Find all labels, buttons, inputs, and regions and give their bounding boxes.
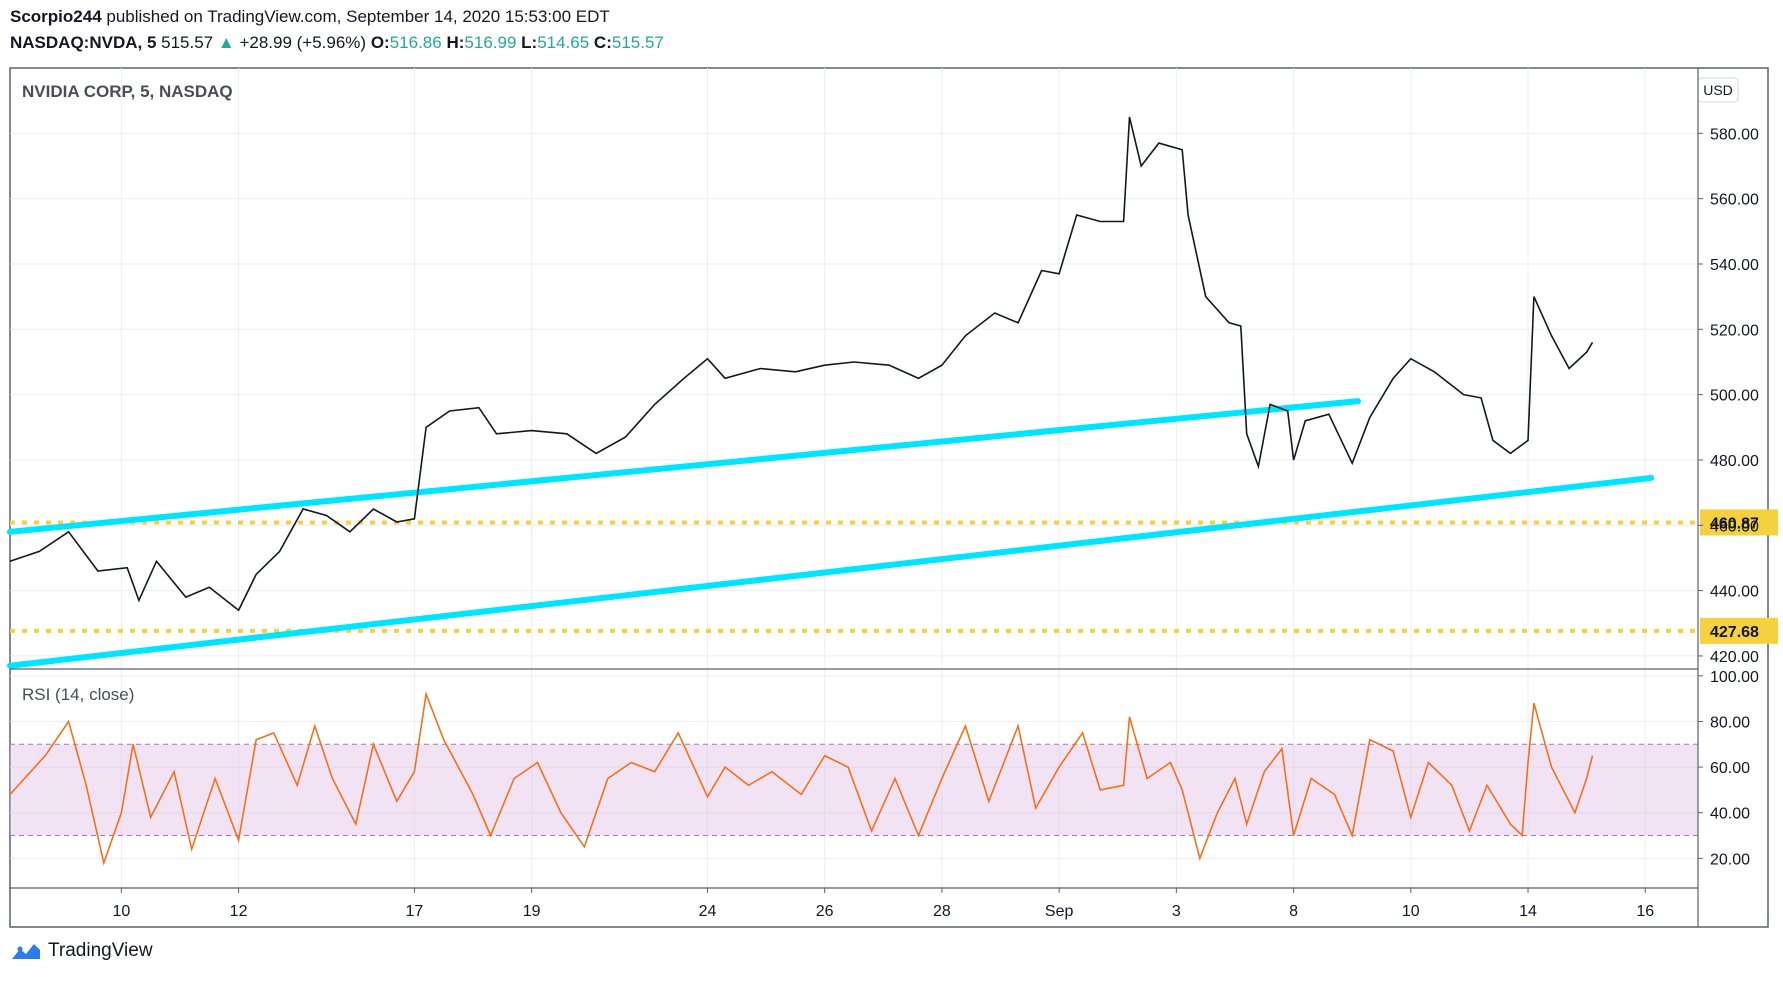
price-tick-label: 420.00 xyxy=(1710,649,1759,666)
tradingview-logo-icon xyxy=(12,944,40,959)
time-tick-label: 28 xyxy=(933,903,951,920)
support-level-label: 460.87 xyxy=(1710,515,1759,532)
price-line xyxy=(9,116,1594,612)
chart-title: NVIDIA CORP, 5, NASDAQ xyxy=(22,82,233,101)
quote-line: NASDAQ:NVDA, 5 515.57 ▲ +28.99 (+5.96%) … xyxy=(10,33,664,53)
time-tick-label: 17 xyxy=(406,903,424,920)
last-price: 515.57 xyxy=(161,33,214,52)
time-tick-label: 26 xyxy=(816,903,834,920)
currency-label: USD xyxy=(1703,82,1733,98)
open-label: O: xyxy=(370,33,390,52)
trendlines[interactable] xyxy=(7,398,1655,669)
time-tick-label: 24 xyxy=(699,903,717,920)
rsi-tick-label: 60.00 xyxy=(1710,760,1750,777)
publish-info: Scorpio244 published on TradingView.com,… xyxy=(10,7,610,27)
time-tick-label: 16 xyxy=(1636,903,1654,920)
price-tick-label: 580.00 xyxy=(1710,126,1759,143)
published-text: published on TradingView.com, September … xyxy=(106,7,610,26)
time-tick-label: 10 xyxy=(112,903,130,920)
time-axis[interactable]: 10 12 17 19 24 26 28 Sep 3 8 10 14 16 xyxy=(112,888,1654,920)
brand-name: TradingView xyxy=(48,940,153,961)
support-level-tag xyxy=(1700,617,1778,644)
support-levels[interactable]: 460.87 427.68 xyxy=(10,509,1778,644)
rsi-band xyxy=(10,744,1698,836)
price-tick-label: 520.00 xyxy=(1710,322,1759,339)
rsi-tick-label: 40.00 xyxy=(1710,806,1750,823)
time-tick-label: 3 xyxy=(1172,903,1181,920)
time-tick-label: 19 xyxy=(523,903,541,920)
rsi-tick-label: 20.00 xyxy=(1710,851,1750,868)
rsi-tick-label: 80.00 xyxy=(1710,714,1750,731)
price-tick-label: 460.00 xyxy=(1710,518,1759,535)
rsi-axis[interactable]: 20.00 40.00 60.00 80.00 100.00 xyxy=(1698,669,1759,869)
time-tick-label: 10 xyxy=(1402,903,1420,920)
chart-frame xyxy=(9,67,1769,928)
price-tick-label: 440.00 xyxy=(1710,584,1759,601)
price-axis[interactable]: 420.00 440.00 460.00 480.00 500.00 520.00 540.… xyxy=(1698,126,1759,666)
rsi-tick-label: 100.00 xyxy=(1710,669,1759,686)
symbol-label: NASDAQ:NVDA, 5 xyxy=(10,33,157,52)
time-tick-label: 8 xyxy=(1289,903,1298,920)
rsi-line xyxy=(9,690,1594,866)
trendline[interactable] xyxy=(7,474,1655,669)
close-label: C: xyxy=(593,33,612,52)
high-value: 516.99 xyxy=(464,33,517,52)
support-level-label: 427.68 xyxy=(1710,624,1759,641)
price-tick-label: 500.00 xyxy=(1710,388,1759,405)
change-value: +28.99 (+5.96%) xyxy=(239,33,367,52)
up-arrow-icon: ▲ xyxy=(217,33,235,52)
open-value: 516.86 xyxy=(389,33,442,52)
support-level-tag xyxy=(1700,509,1778,536)
price-tick-label: 540.00 xyxy=(1710,257,1759,274)
time-tick-label: 12 xyxy=(230,903,248,920)
time-tick-label: 14 xyxy=(1519,903,1537,920)
price-tick-label: 560.00 xyxy=(1710,192,1759,209)
time-tick-label: Sep xyxy=(1045,903,1074,920)
rsi-label: RSI (14, close) xyxy=(22,685,134,704)
grid xyxy=(10,68,1698,888)
close-value: 515.57 xyxy=(611,33,664,52)
price-tick-label: 480.00 xyxy=(1710,453,1759,470)
tradingview-brand[interactable]: TradingView xyxy=(10,940,153,962)
high-label: H: xyxy=(446,33,465,52)
low-label: L: xyxy=(521,33,538,52)
trendline[interactable] xyxy=(7,398,1362,535)
publisher-name[interactable]: Scorpio244 xyxy=(10,7,102,26)
low-value: 514.65 xyxy=(537,33,590,52)
